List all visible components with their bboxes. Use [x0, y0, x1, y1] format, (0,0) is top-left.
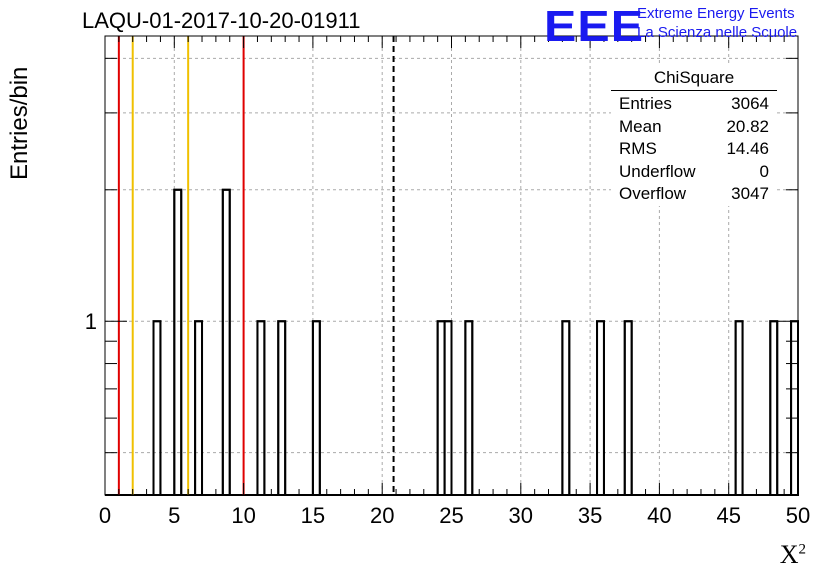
- stats-value: 3047: [731, 184, 769, 203]
- x-tick-label: 45: [716, 503, 740, 528]
- stats-label: Mean: [619, 116, 662, 136]
- stats-value: 3064: [731, 94, 769, 113]
- chart-title: LAQU-01-2017-10-20-01911: [82, 8, 361, 33]
- histogram-bin: [769, 320, 779, 496]
- x-tick-label: 40: [647, 503, 671, 528]
- x-tick-label: 20: [370, 503, 394, 528]
- stats-box: ChiSquare Entries 3064 Mean 20.82 RMS 14.46…: [611, 66, 777, 206]
- logo-line-1: Extreme Energy Events: [637, 5, 795, 22]
- histogram-bin: [221, 188, 231, 496]
- x-axis-label: X2: [780, 540, 806, 570]
- x-tick-label: 15: [301, 503, 325, 528]
- stats-label: Overflow: [619, 184, 687, 203]
- stats-label: Underflow: [619, 161, 696, 181]
- histogram-bin: [734, 320, 744, 496]
- x-tick-label: 0: [99, 503, 111, 528]
- histogram-bin: [256, 320, 266, 496]
- stats-value: 14.46: [726, 139, 769, 158]
- stats-value: 0: [759, 161, 769, 181]
- histogram-bin: [464, 320, 474, 496]
- histogram-bin: [790, 320, 800, 496]
- stats-value: 20.82: [726, 116, 769, 136]
- histogram-bin: [436, 320, 446, 496]
- x-tick-label: 30: [509, 503, 533, 528]
- stats-row: Entries 3064: [611, 93, 777, 116]
- x-tick-label: 35: [578, 503, 602, 528]
- histogram-bin: [561, 320, 571, 496]
- x-tick-label: 25: [439, 503, 463, 528]
- histogram-bin: [311, 320, 321, 496]
- histogram-bin: [623, 320, 633, 496]
- histogram-bin: [152, 320, 162, 496]
- histogram-bin: [277, 320, 287, 496]
- eee-logo: EEE: [544, 2, 645, 51]
- y-axis-label: Entries/bin: [6, 66, 33, 180]
- stats-row: Underflow 0: [611, 161, 777, 184]
- x-tick-label: 10: [231, 503, 255, 528]
- stats-label: RMS: [619, 139, 657, 158]
- y-tick-label: 1: [85, 309, 97, 334]
- histogram-bin: [194, 320, 204, 496]
- histogram-bin: [596, 320, 605, 496]
- stats-label: Entries: [619, 94, 672, 113]
- logo-line-2: La Scienza nelle Scuole: [637, 24, 798, 41]
- x-tick-label: 5: [168, 503, 180, 528]
- stats-title: ChiSquare: [611, 66, 777, 91]
- stats-row: RMS 14.46: [611, 138, 777, 161]
- logo-caption: Extreme Energy Events La Scienza nelle S…: [637, 4, 797, 42]
- histogram-bin: [443, 320, 453, 496]
- stats-row: Mean 20.82: [611, 116, 777, 139]
- x-axis-label-superscript: 2: [798, 541, 807, 558]
- histogram-bin: [173, 188, 183, 496]
- x-axis-label-text: X: [779, 540, 799, 569]
- stats-row: Overflow 3047: [611, 183, 777, 206]
- x-tick-label: 50: [786, 503, 810, 528]
